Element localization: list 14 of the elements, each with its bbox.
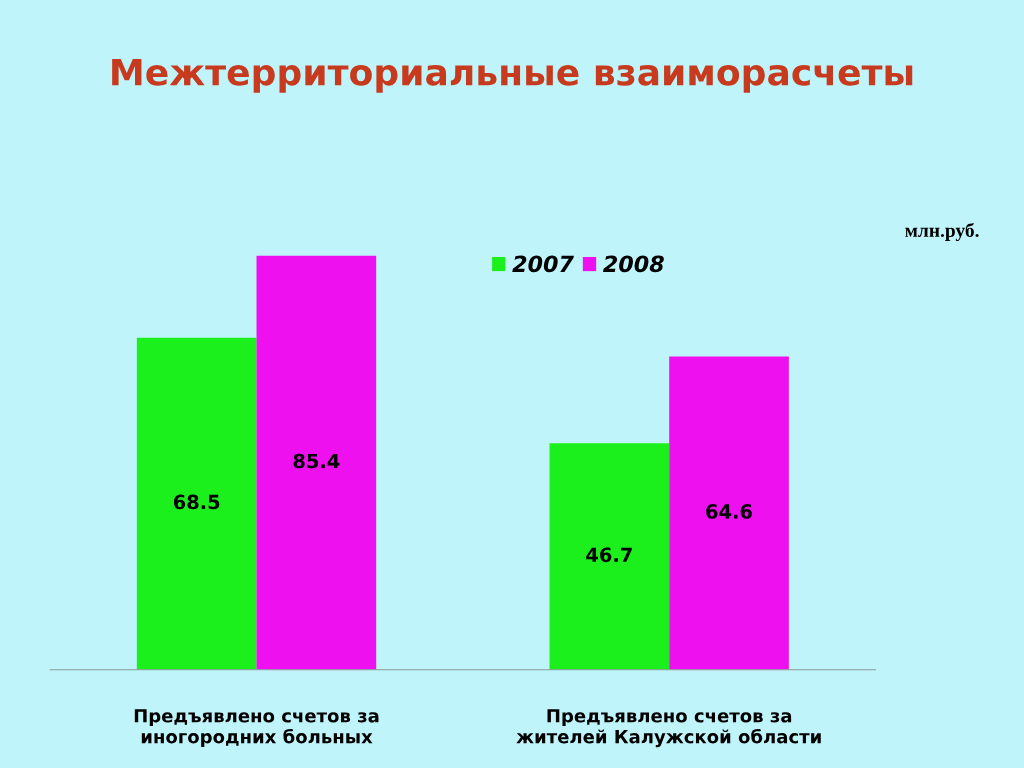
legend-label: 2008 — [603, 255, 664, 273]
data-label: 68.5 — [173, 494, 220, 510]
text: млн.руб. — [905, 222, 979, 241]
chart-title: Межтерриториальные взаиморасчеты — [112, 58, 913, 93]
bar — [136, 337, 257, 670]
x-tick-label: Предъявлено счетов за жителей Калужской области — [516, 709, 821, 748]
data-label: 46.7 — [586, 547, 632, 563]
data-label: 85.4 — [293, 453, 340, 469]
data-label: 64.6 — [706, 504, 752, 519]
legend-label: 2007 — [512, 255, 574, 273]
bar — [256, 255, 377, 670]
bar — [549, 443, 670, 670]
bar — [669, 356, 789, 670]
x-tick-label: Предъявлено счетов за иногородних больных — [134, 709, 379, 747]
